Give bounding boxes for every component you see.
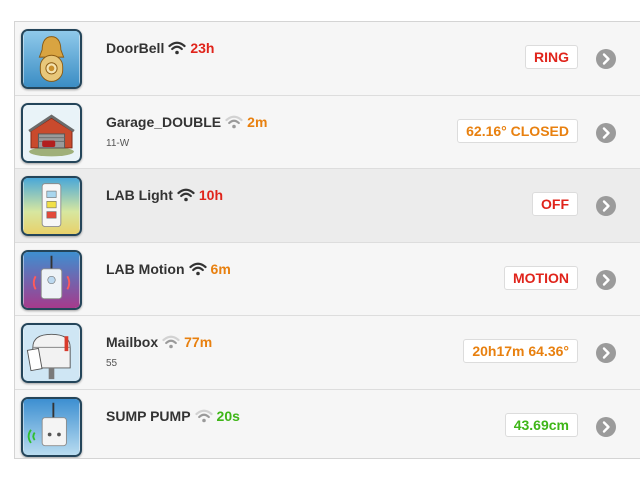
device-row-garage-double[interactable]: Garage_DOUBLE 2m 11-W 62.16° CLOSED <box>15 95 640 169</box>
device-name: DoorBell <box>106 40 165 56</box>
last-seen-age: 23h <box>190 40 215 56</box>
device-row-mailbox[interactable]: Mailbox 77m 55 20h17m 64.36° <box>15 316 640 390</box>
device-row-lab-motion[interactable]: LAB Motion 6m MOTION <box>15 242 640 316</box>
device-name: LAB Light <box>106 187 173 203</box>
last-seen-age: 10h <box>198 187 223 203</box>
doorbell-icon <box>21 29 82 89</box>
device-state-badge: 43.69cm <box>504 412 578 437</box>
device-name: Garage_DOUBLE <box>106 113 222 130</box>
device-list: DoorBell 23h RING Garage_DOUBLE 2m <box>14 21 640 459</box>
wifi-signal-icon <box>162 335 180 349</box>
last-seen-age: 6m <box>210 260 231 277</box>
chevron-right-icon[interactable] <box>596 122 616 143</box>
last-seen-age: 77m <box>184 334 213 350</box>
device-state-badge: 62.16° CLOSED <box>457 118 578 143</box>
wifi-signal-icon <box>168 41 186 55</box>
device-name: LAB Motion <box>106 260 185 277</box>
device-subtext: 11-W <box>106 137 130 149</box>
garage-icon <box>21 102 82 163</box>
device-state-badge: RING <box>525 45 578 69</box>
chevron-right-icon[interactable] <box>596 416 616 437</box>
device-state-badge: OFF <box>532 192 578 216</box>
wifi-signal-icon <box>194 409 213 423</box>
device-row-doorbell[interactable]: DoorBell 23h RING <box>15 22 640 96</box>
device-name: Mailbox <box>106 334 159 350</box>
mailbox-icon <box>21 323 82 383</box>
chevron-right-icon[interactable] <box>596 49 616 69</box>
wifi-signal-icon <box>225 115 243 129</box>
device-row-sump-pump[interactable]: SUMP PUMP 20s 43.69cm <box>15 389 640 458</box>
chevron-right-icon[interactable] <box>596 343 616 363</box>
last-seen-age: 20s <box>216 407 240 424</box>
device-name: SUMP PUMP <box>106 407 191 424</box>
chevron-right-icon[interactable] <box>596 269 616 290</box>
device-state-badge: 20h17m 64.36° <box>463 339 578 363</box>
device-state-badge: MOTION <box>504 265 578 290</box>
light-switch-icon <box>21 176 82 236</box>
sump-pump-sensor-icon <box>21 396 82 457</box>
wifi-signal-icon <box>188 262 207 276</box>
device-subtext: 55 <box>106 358 118 369</box>
chevron-right-icon[interactable] <box>596 196 616 216</box>
last-seen-age: 2m <box>247 113 268 130</box>
device-row-lab-light[interactable]: LAB Light 10h OFF <box>15 169 640 243</box>
wifi-signal-icon <box>177 188 195 202</box>
motion-sensor-icon <box>21 249 82 310</box>
